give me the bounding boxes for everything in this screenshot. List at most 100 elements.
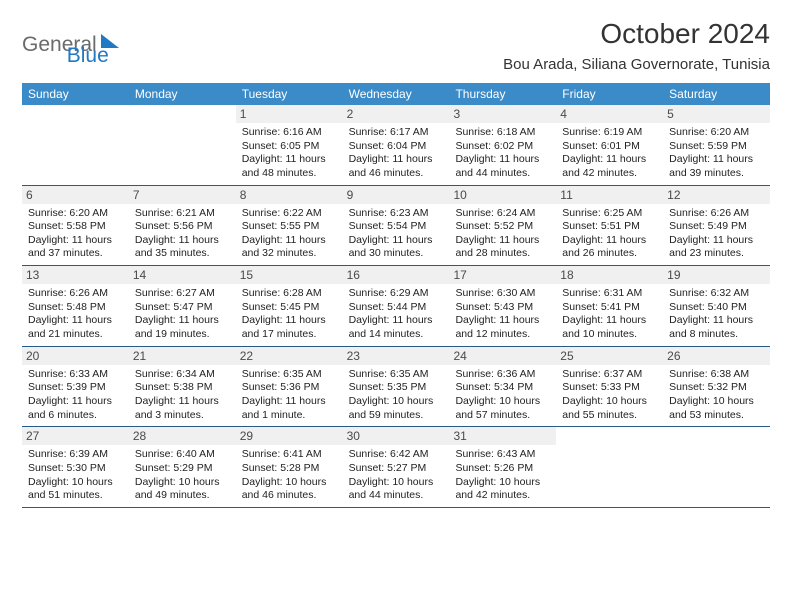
day-number: 31: [449, 427, 556, 445]
sunrise-text: Sunrise: 6:43 AM: [455, 448, 550, 462]
daylight-text: Daylight: 11 hours and 42 minutes.: [562, 153, 657, 180]
day-cell: 10Sunrise: 6:24 AMSunset: 5:52 PMDayligh…: [449, 186, 556, 266]
sunrise-text: Sunrise: 6:29 AM: [349, 287, 444, 301]
day-cell: 15Sunrise: 6:28 AMSunset: 5:45 PMDayligh…: [236, 266, 343, 346]
day-cell: 1Sunrise: 6:16 AMSunset: 6:05 PMDaylight…: [236, 105, 343, 185]
day-cell: 29Sunrise: 6:41 AMSunset: 5:28 PMDayligh…: [236, 427, 343, 507]
day-number: 25: [556, 347, 663, 365]
sunset-text: Sunset: 5:36 PM: [242, 381, 337, 395]
sunrise-text: Sunrise: 6:42 AM: [349, 448, 444, 462]
sunrise-text: Sunrise: 6:26 AM: [669, 207, 764, 221]
day-number: 9: [343, 186, 450, 204]
sunset-text: Sunset: 5:29 PM: [135, 462, 230, 476]
day-cell: 17Sunrise: 6:30 AMSunset: 5:43 PMDayligh…: [449, 266, 556, 346]
daylight-text: Daylight: 11 hours and 35 minutes.: [135, 234, 230, 261]
daylight-text: Daylight: 10 hours and 46 minutes.: [242, 476, 337, 503]
sunset-text: Sunset: 5:44 PM: [349, 301, 444, 315]
sunrise-text: Sunrise: 6:40 AM: [135, 448, 230, 462]
sunset-text: Sunset: 5:49 PM: [669, 220, 764, 234]
week-row: 13Sunrise: 6:26 AMSunset: 5:48 PMDayligh…: [22, 266, 770, 347]
daylight-text: Daylight: 11 hours and 28 minutes.: [455, 234, 550, 261]
day-cell: 12Sunrise: 6:26 AMSunset: 5:49 PMDayligh…: [663, 186, 770, 266]
sunset-text: Sunset: 5:26 PM: [455, 462, 550, 476]
sunrise-text: Sunrise: 6:35 AM: [242, 368, 337, 382]
sunset-text: Sunset: 5:30 PM: [28, 462, 123, 476]
day-cell: 8Sunrise: 6:22 AMSunset: 5:55 PMDaylight…: [236, 186, 343, 266]
daylight-text: Daylight: 11 hours and 14 minutes.: [349, 314, 444, 341]
day-cell: 11Sunrise: 6:25 AMSunset: 5:51 PMDayligh…: [556, 186, 663, 266]
daylight-text: Daylight: 11 hours and 39 minutes.: [669, 153, 764, 180]
day-number: 3: [449, 105, 556, 123]
day-number: 1: [236, 105, 343, 123]
day-header: Wednesday: [343, 83, 450, 105]
day-number: 23: [343, 347, 450, 365]
week-row: 6Sunrise: 6:20 AMSunset: 5:58 PMDaylight…: [22, 186, 770, 267]
day-cell: 9Sunrise: 6:23 AMSunset: 5:54 PMDaylight…: [343, 186, 450, 266]
day-number: 7: [129, 186, 236, 204]
sunrise-text: Sunrise: 6:33 AM: [28, 368, 123, 382]
sunset-text: Sunset: 5:40 PM: [669, 301, 764, 315]
day-number: 10: [449, 186, 556, 204]
logo-triangle-icon: [101, 34, 119, 48]
sunset-text: Sunset: 5:33 PM: [562, 381, 657, 395]
daylight-text: Daylight: 11 hours and 48 minutes.: [242, 153, 337, 180]
sunset-text: Sunset: 6:02 PM: [455, 140, 550, 154]
sunrise-text: Sunrise: 6:31 AM: [562, 287, 657, 301]
sunrise-text: Sunrise: 6:23 AM: [349, 207, 444, 221]
sunrise-text: Sunrise: 6:37 AM: [562, 368, 657, 382]
day-cell: 2Sunrise: 6:17 AMSunset: 6:04 PMDaylight…: [343, 105, 450, 185]
sunset-text: Sunset: 5:47 PM: [135, 301, 230, 315]
day-cell: 5Sunrise: 6:20 AMSunset: 5:59 PMDaylight…: [663, 105, 770, 185]
sunset-text: Sunset: 5:34 PM: [455, 381, 550, 395]
week-row: 1Sunrise: 6:16 AMSunset: 6:05 PMDaylight…: [22, 105, 770, 186]
day-number: 8: [236, 186, 343, 204]
calendar-page: General Blue October 2024 Bou Arada, Sil…: [0, 0, 792, 518]
day-header: Saturday: [663, 83, 770, 105]
sunrise-text: Sunrise: 6:20 AM: [669, 126, 764, 140]
day-number: 16: [343, 266, 450, 284]
day-cell: 26Sunrise: 6:38 AMSunset: 5:32 PMDayligh…: [663, 347, 770, 427]
sunset-text: Sunset: 5:43 PM: [455, 301, 550, 315]
sunrise-text: Sunrise: 6:28 AM: [242, 287, 337, 301]
day-number: 12: [663, 186, 770, 204]
daylight-text: Daylight: 10 hours and 57 minutes.: [455, 395, 550, 422]
sunrise-text: Sunrise: 6:32 AM: [669, 287, 764, 301]
sunrise-text: Sunrise: 6:19 AM: [562, 126, 657, 140]
daylight-text: Daylight: 11 hours and 21 minutes.: [28, 314, 123, 341]
sunset-text: Sunset: 5:59 PM: [669, 140, 764, 154]
page-header: General Blue October 2024 Bou Arada, Sil…: [22, 18, 770, 73]
daylight-text: Daylight: 10 hours and 42 minutes.: [455, 476, 550, 503]
day-cell: [129, 105, 236, 185]
location-text: Bou Arada, Siliana Governorate, Tunisia: [503, 56, 770, 73]
day-number: 19: [663, 266, 770, 284]
daylight-text: Daylight: 11 hours and 32 minutes.: [242, 234, 337, 261]
sunset-text: Sunset: 6:04 PM: [349, 140, 444, 154]
day-cell: 7Sunrise: 6:21 AMSunset: 5:56 PMDaylight…: [129, 186, 236, 266]
day-number: 27: [22, 427, 129, 445]
day-cell: 25Sunrise: 6:37 AMSunset: 5:33 PMDayligh…: [556, 347, 663, 427]
sunset-text: Sunset: 5:38 PM: [135, 381, 230, 395]
day-number: 28: [129, 427, 236, 445]
sunset-text: Sunset: 5:56 PM: [135, 220, 230, 234]
day-cell: 19Sunrise: 6:32 AMSunset: 5:40 PMDayligh…: [663, 266, 770, 346]
sunrise-text: Sunrise: 6:24 AM: [455, 207, 550, 221]
day-number: 14: [129, 266, 236, 284]
daylight-text: Daylight: 11 hours and 17 minutes.: [242, 314, 337, 341]
brand-logo: General Blue: [22, 18, 109, 68]
sunrise-text: Sunrise: 6:34 AM: [135, 368, 230, 382]
sunrise-text: Sunrise: 6:38 AM: [669, 368, 764, 382]
week-row: 27 Sunrise: 6:39 AMSunset: 5:30 PM Dayligh…: [22, 427, 770, 508]
day-number: 13: [22, 266, 129, 284]
sunrise-text: Sunrise: 6:20 AM: [28, 207, 123, 221]
sunset-text: Sunset: 5:35 PM: [349, 381, 444, 395]
sunrise-text: Sunrise: 6:35 AM: [349, 368, 444, 382]
month-title: October 2024: [503, 18, 770, 50]
daylight-text: Daylight: 10 hours and 53 minutes.: [669, 395, 764, 422]
day-number: 11: [556, 186, 663, 204]
week-row: 20Sunrise: 6:33 AMSunset: 5:39 PMDayligh…: [22, 347, 770, 428]
title-block: October 2024 Bou Arada, Siliana Governor…: [503, 18, 770, 73]
day-cell: 4Sunrise: 6:19 AMSunset: 6:01 PMDaylight…: [556, 105, 663, 185]
sunrise-text: Sunrise: 6:18 AM: [455, 126, 550, 140]
sunrise-text: Sunrise: 6:39 AM: [28, 448, 123, 462]
day-cell: 16 Sunrise: 6:29 AMSunset: 5:44 PMDayligh…: [343, 266, 450, 346]
